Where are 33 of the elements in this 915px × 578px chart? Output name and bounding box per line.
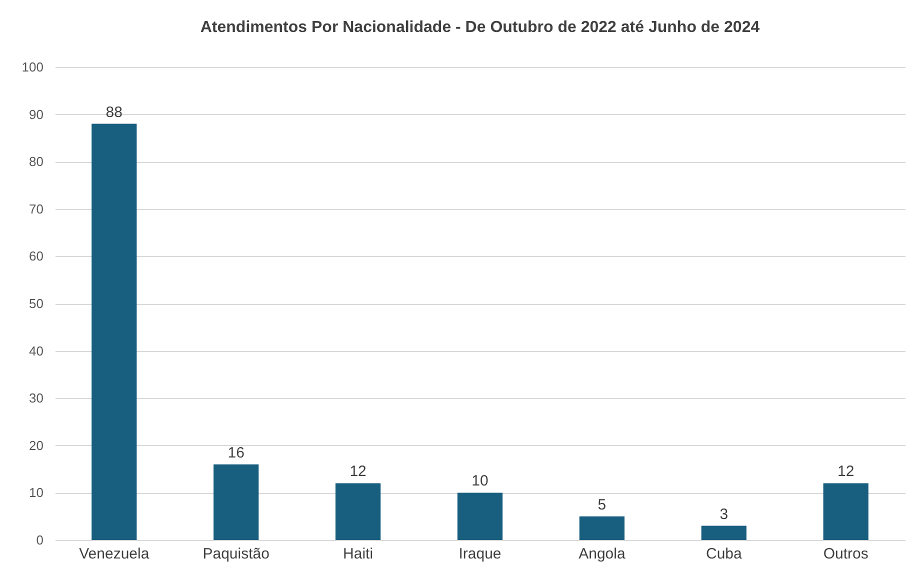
data-label: 12 bbox=[838, 463, 854, 480]
x-tick-label: Angola bbox=[578, 546, 626, 562]
y-tick-label: 50 bbox=[29, 296, 44, 311]
data-label: 88 bbox=[106, 104, 122, 121]
data-label: 3 bbox=[720, 506, 728, 523]
x-tick-label: Haiti bbox=[343, 546, 374, 562]
bar bbox=[701, 526, 746, 540]
chart-title: Atendimentos Por Nacionalidade - De Outubro de 2022 até Junho de 2024 bbox=[200, 19, 760, 36]
x-tick-label: Iraque bbox=[458, 546, 502, 562]
y-tick-label: 0 bbox=[36, 532, 44, 548]
bar bbox=[214, 464, 259, 540]
y-tick-label: 70 bbox=[29, 201, 44, 216]
x-tick-label: Paquistão bbox=[202, 546, 270, 562]
y-tick-label: 90 bbox=[29, 106, 44, 122]
bar bbox=[823, 483, 868, 540]
y-tick-label: 80 bbox=[29, 154, 44, 170]
bar bbox=[579, 516, 625, 540]
bar bbox=[335, 483, 381, 540]
bar bbox=[457, 492, 503, 540]
y-tick-label: 20 bbox=[29, 438, 44, 453]
y-tick-label: 100 bbox=[22, 60, 44, 74]
bar bbox=[92, 124, 137, 540]
y-tick-label: 40 bbox=[29, 343, 44, 358]
x-tick-label: Outros bbox=[823, 546, 868, 562]
data-label: 16 bbox=[228, 444, 244, 462]
data-label: 10 bbox=[472, 472, 488, 490]
x-tick-label: Venezuela bbox=[79, 546, 150, 562]
y-tick-label: 60 bbox=[29, 248, 44, 264]
y-tick-label: 10 bbox=[29, 485, 44, 500]
x-tick-label: Cuba bbox=[706, 546, 742, 562]
data-label: 5 bbox=[598, 496, 606, 514]
data-label: 12 bbox=[350, 463, 366, 480]
y-tick-label: 30 bbox=[29, 390, 44, 406]
